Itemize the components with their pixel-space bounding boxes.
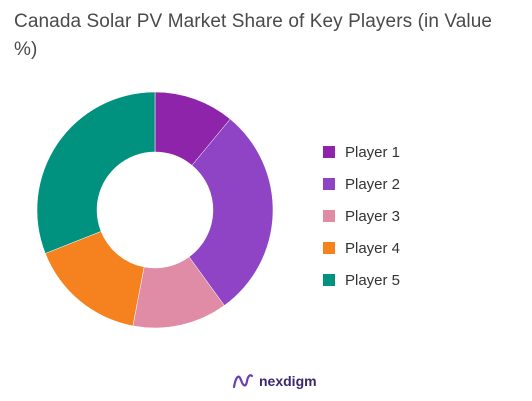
donut-slice (36, 91, 156, 254)
legend-item: Player 5 (323, 264, 400, 296)
chart-title: Canada Solar PV Market Share of Key Play… (14, 11, 493, 60)
donut-slice (188, 118, 274, 306)
legend-label: Player 4 (345, 239, 401, 257)
brand-name: nexdigm (259, 373, 317, 389)
legend-item: Player 4 (323, 232, 400, 264)
legend-label: Player 1 (345, 143, 401, 161)
legend-swatch (323, 178, 335, 190)
brand-logo: nexdigm (232, 372, 317, 390)
legend-label: Player 2 (345, 175, 401, 193)
chart-legend: Player 1 Player 2 Player 3 Player 4 Play… (323, 136, 400, 296)
legend-swatch (323, 210, 335, 222)
legend-swatch (323, 274, 335, 286)
legend-item: Player 2 (323, 168, 400, 200)
legend-label: Player 5 (345, 271, 401, 289)
legend-swatch (323, 242, 335, 254)
legend-label: Player 3 (345, 207, 401, 225)
nexdigm-logo-icon (232, 374, 254, 389)
legend-item: Player 1 (323, 136, 400, 168)
legend-item: Player 3 (323, 200, 400, 232)
legend-swatch (323, 146, 335, 158)
